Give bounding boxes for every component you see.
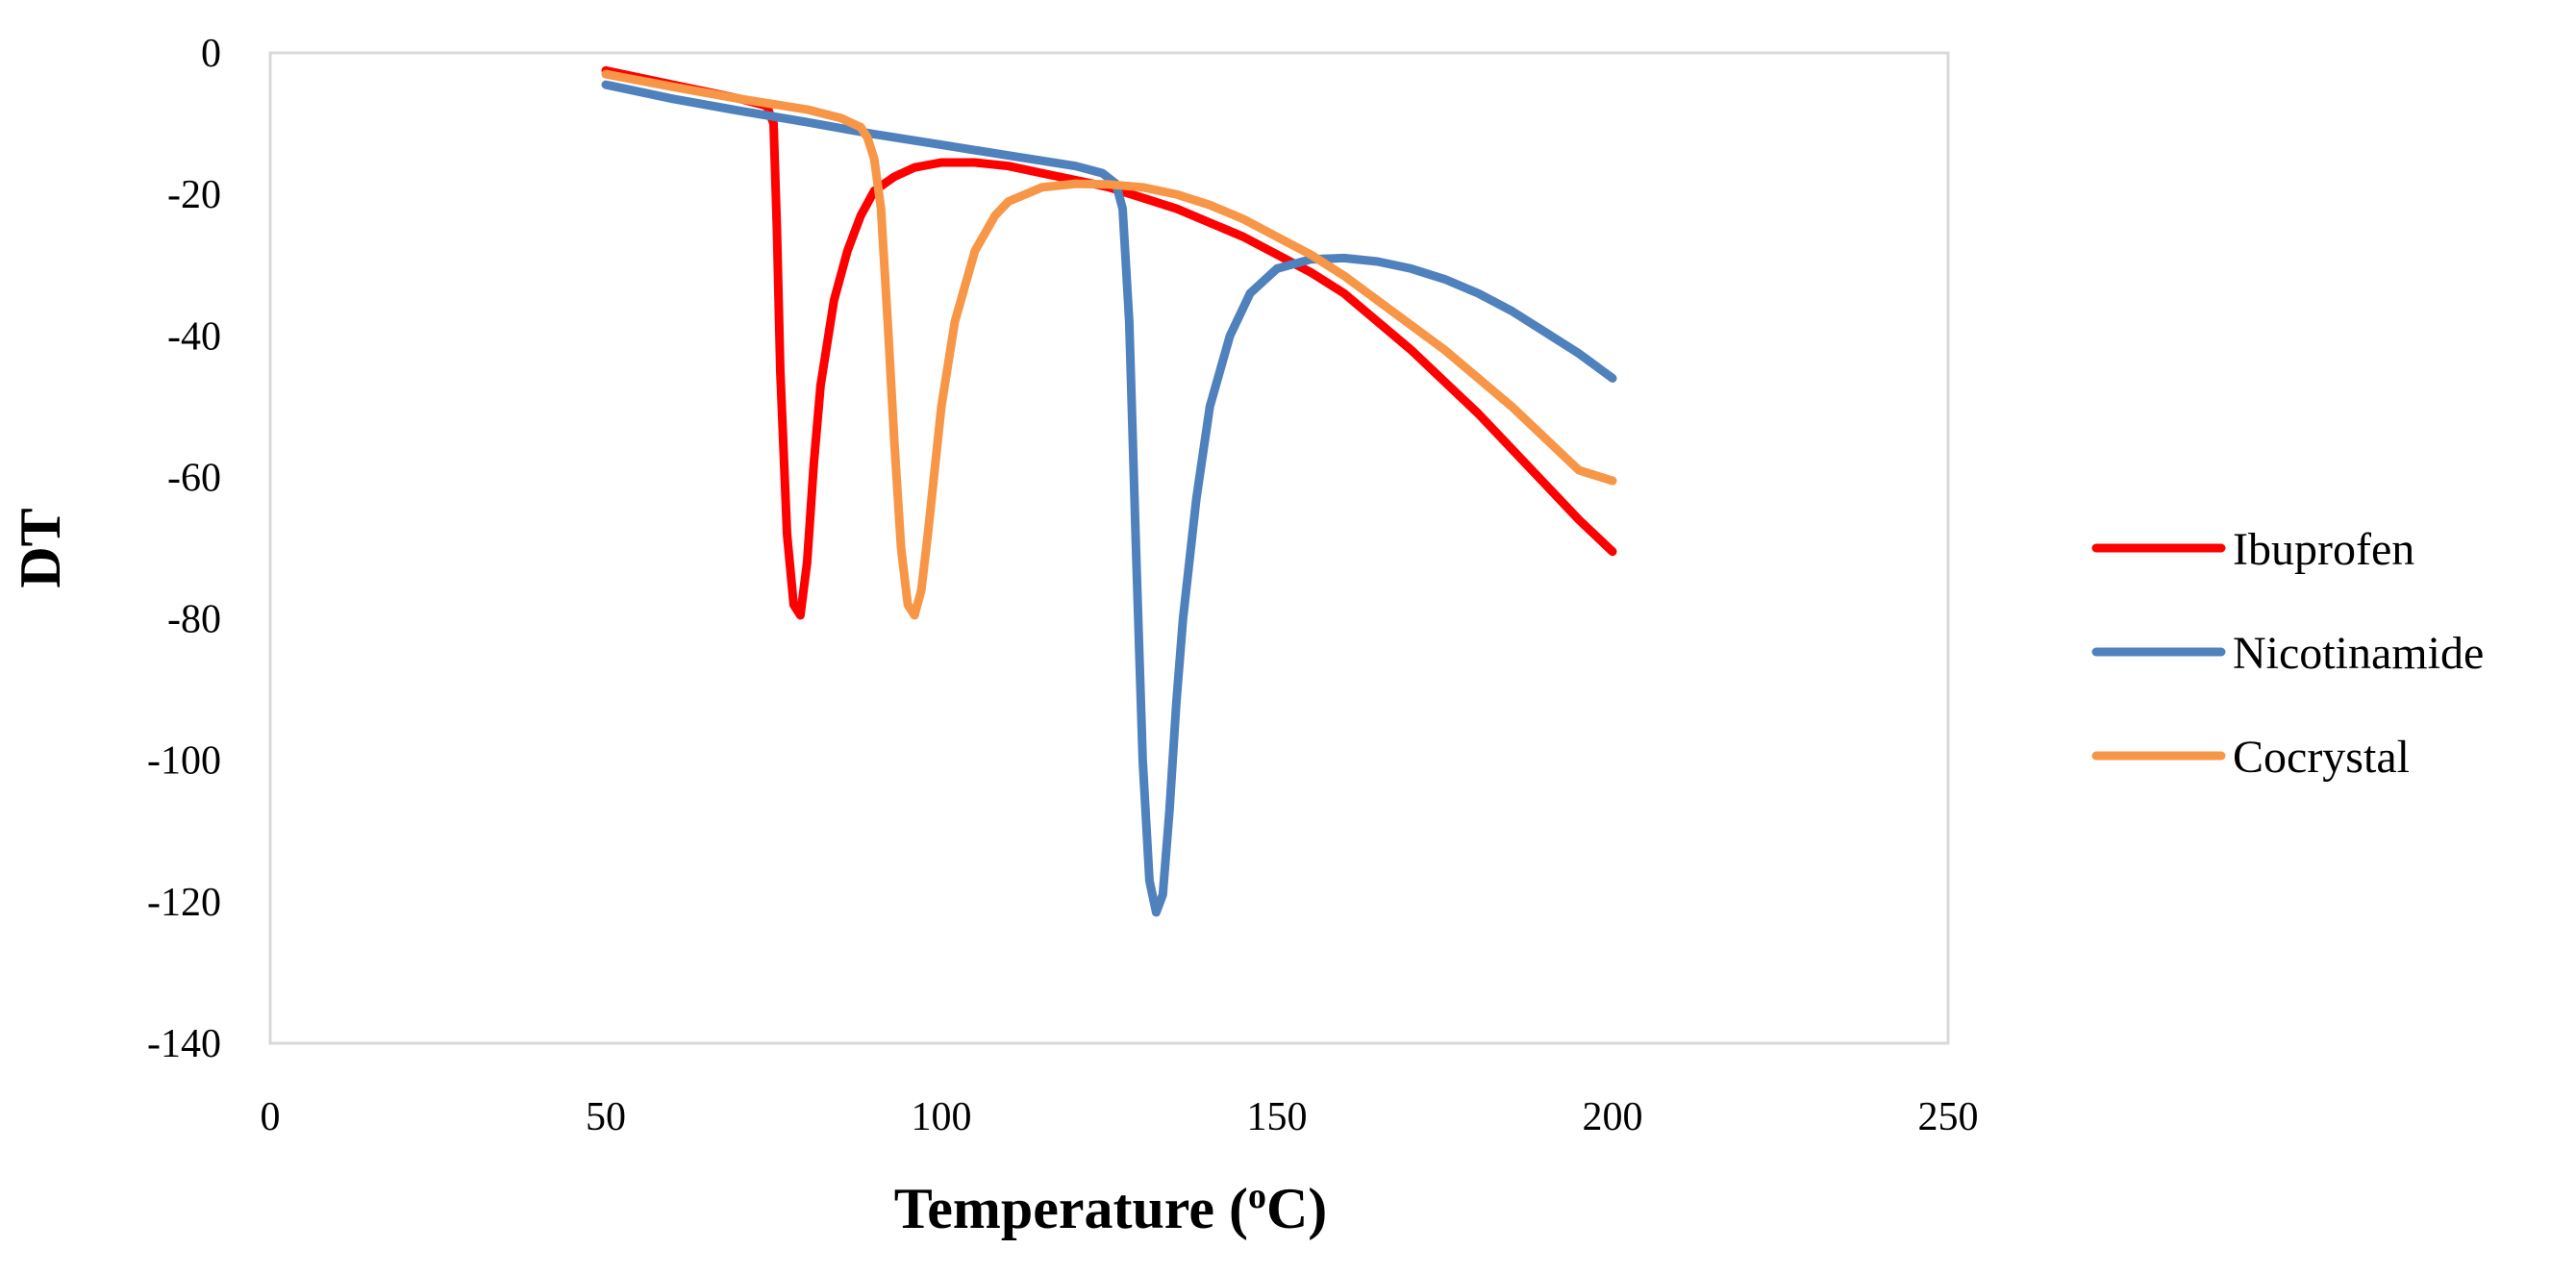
y-axis-ticks: 0 -20 -40 -60 -80 -100 -120 -140 (147, 32, 221, 1066)
x-tick-label: 150 (1247, 1095, 1308, 1139)
y-axis-title: DT (9, 508, 72, 587)
y-tick-label: -40 (167, 314, 221, 359)
series-line-cocrystal (601, 69, 1617, 620)
x-tick-label: 200 (1583, 1095, 1643, 1139)
plot-area (268, 51, 1950, 1045)
x-tick-label: 100 (912, 1095, 972, 1139)
x-axis-title: Temperature (oC) (894, 1176, 1328, 1240)
y-tick-label: -80 (167, 598, 221, 642)
y-tick-label: -60 (167, 456, 221, 500)
y-tick-label: 0 (201, 32, 221, 76)
y-tick-label: -140 (147, 1022, 221, 1066)
y-tick-label: -20 (167, 173, 221, 217)
series-line-nicotinamide (601, 80, 1617, 917)
x-tick-label: 50 (586, 1095, 626, 1139)
x-tick-label: 250 (1918, 1095, 1979, 1139)
series-group (601, 65, 1617, 917)
series-line-ibuprofen (601, 65, 1617, 620)
legend-label-nicotinamide: Nicotinamide (2233, 628, 2484, 679)
x-axis-title-main: Temperature ( (894, 1177, 1248, 1240)
y-tick-label: -120 (147, 881, 221, 925)
x-axis-title-unit: C) (1266, 1177, 1327, 1240)
x-axis-ticks: 0 50 100 150 200 250 (261, 1095, 1979, 1139)
y-tick-label: -100 (147, 739, 221, 784)
x-axis-title-superscript: o (1248, 1176, 1266, 1216)
x-tick-label: 0 (261, 1095, 281, 1139)
legend-label-ibuprofen: Ibuprofen (2233, 524, 2414, 575)
legend: Ibuprofen Nicotinamide Cocrystal (2091, 524, 2484, 783)
legend-label-cocrystal: Cocrystal (2233, 732, 2410, 783)
